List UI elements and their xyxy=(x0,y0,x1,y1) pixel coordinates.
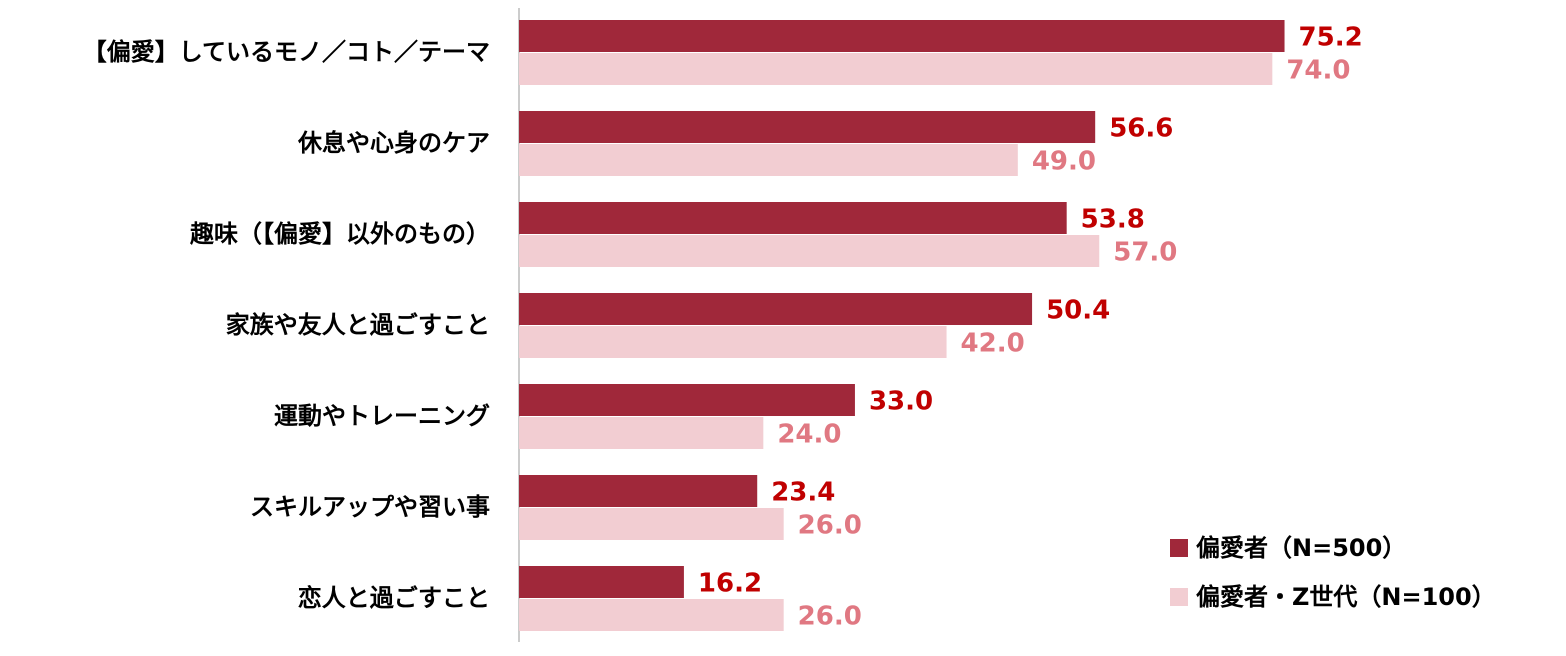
category-label: 恋人と過ごすこと xyxy=(298,584,490,612)
legend-label: 偏愛者・Z世代（N=100） xyxy=(1196,583,1496,611)
value-label: 56.6 xyxy=(1109,114,1173,144)
bar xyxy=(519,475,758,507)
category-label: 運動やトレーニング xyxy=(274,402,490,430)
bar xyxy=(519,566,684,598)
value-label: 23.4 xyxy=(771,478,835,508)
bar xyxy=(519,599,784,631)
value-label: 33.0 xyxy=(869,387,933,417)
category-label: スキルアップや習い事 xyxy=(250,493,490,521)
bar xyxy=(519,293,1033,325)
value-label: 57.0 xyxy=(1113,238,1177,268)
legend-swatch xyxy=(1170,539,1188,557)
bar xyxy=(519,508,784,540)
bar xyxy=(519,53,1273,85)
bar xyxy=(519,384,855,416)
category-label: 趣味（【偏愛】以外のもの） xyxy=(189,220,490,248)
value-label: 74.0 xyxy=(1286,56,1350,86)
bar xyxy=(519,20,1285,52)
value-label: 50.4 xyxy=(1046,296,1110,326)
legend-swatch xyxy=(1170,588,1188,606)
value-label: 42.0 xyxy=(961,329,1025,359)
category-label: 【偏愛】しているモノ／コト／テーマ xyxy=(83,38,490,66)
value-label: 24.0 xyxy=(777,420,841,450)
bar xyxy=(519,202,1067,234)
category-label: 休息や心身のケア xyxy=(297,129,490,157)
value-label: 16.2 xyxy=(698,569,762,599)
value-label: 53.8 xyxy=(1081,205,1145,235)
bar xyxy=(519,144,1018,176)
bar xyxy=(519,326,947,358)
legend-label: 偏愛者（N=500） xyxy=(1196,534,1406,562)
bar xyxy=(519,417,764,449)
value-label: 75.2 xyxy=(1299,23,1363,53)
value-label: 26.0 xyxy=(798,602,862,632)
value-label: 26.0 xyxy=(798,511,862,541)
category-label: 家族や友人と過ごすこと xyxy=(226,311,490,339)
bar xyxy=(519,111,1096,143)
bar xyxy=(519,235,1100,267)
value-label: 49.0 xyxy=(1032,147,1096,177)
